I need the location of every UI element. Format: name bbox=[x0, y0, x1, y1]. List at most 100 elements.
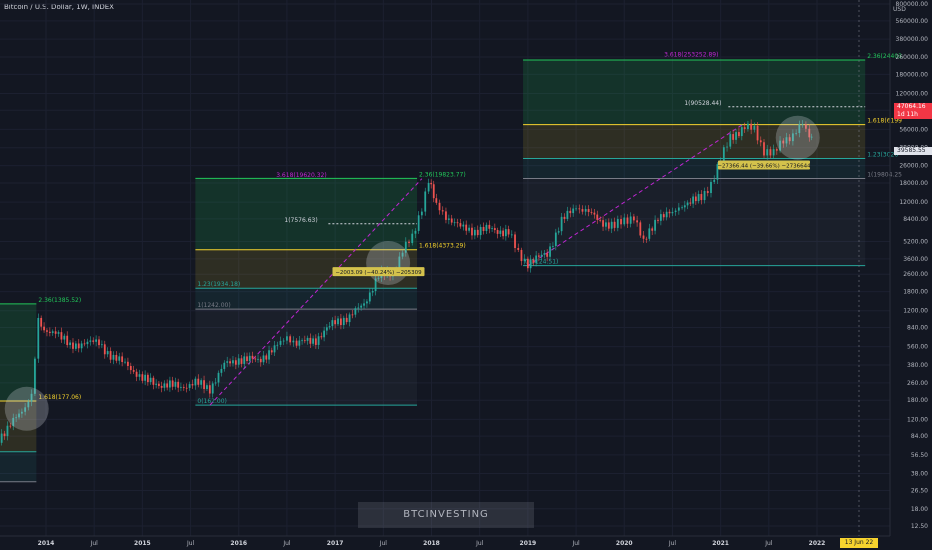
candle-body bbox=[404, 241, 407, 253]
time-axis-tick: Jul bbox=[90, 540, 99, 547]
candle-body bbox=[92, 340, 95, 342]
candle-body bbox=[273, 345, 276, 353]
candle-body bbox=[289, 336, 292, 343]
trend-line bbox=[527, 122, 745, 266]
price-axis-tick: 26000.00 bbox=[899, 163, 928, 170]
price-axis-tick: 800000.00 bbox=[896, 1, 929, 8]
candle-body bbox=[729, 134, 732, 147]
candle-body bbox=[337, 318, 339, 325]
candle-body bbox=[610, 221, 613, 229]
candle-body bbox=[468, 227, 470, 231]
candle-body bbox=[414, 230, 417, 234]
candle-body bbox=[354, 308, 357, 315]
measure-label-box bbox=[332, 267, 425, 277]
candle-body bbox=[674, 210, 677, 212]
candle-body bbox=[83, 343, 86, 345]
candle-body bbox=[325, 327, 328, 331]
candle-body bbox=[642, 235, 645, 239]
measure-label: −27366.44 (−39.66%) −2736644 bbox=[717, 163, 811, 169]
candle-body bbox=[759, 140, 762, 143]
candle-body bbox=[514, 234, 516, 249]
candle-body bbox=[769, 149, 772, 156]
time-axis-tick: 2018 bbox=[423, 540, 440, 547]
candle-body bbox=[257, 358, 259, 360]
candle-body bbox=[279, 340, 282, 345]
candle-body bbox=[772, 149, 775, 156]
candle-body bbox=[560, 216, 563, 232]
candle-body bbox=[798, 124, 801, 133]
candle-body bbox=[808, 128, 811, 138]
candle-body bbox=[526, 258, 529, 269]
measure-label: −2003.09 (−40.24%) −205309 bbox=[335, 270, 422, 276]
candle-body bbox=[763, 142, 765, 156]
candle-body bbox=[504, 229, 507, 237]
reference-price-tag: 39585.55 bbox=[894, 147, 932, 155]
candle-body bbox=[716, 164, 719, 180]
price-axis-tick: 56000.00 bbox=[899, 126, 928, 133]
candle-body bbox=[124, 361, 126, 363]
time-axis-tick: 2021 bbox=[712, 540, 729, 547]
fib-zone-band bbox=[0, 400, 37, 452]
candle-body bbox=[549, 246, 551, 257]
candle-body bbox=[74, 343, 77, 349]
candle-body bbox=[581, 209, 584, 212]
candle-body bbox=[732, 134, 735, 140]
candle-body bbox=[240, 358, 243, 364]
candle-body bbox=[626, 217, 629, 224]
candle-body bbox=[654, 219, 656, 231]
candle-body bbox=[629, 216, 632, 224]
candle-body bbox=[401, 252, 404, 257]
candle-body bbox=[476, 229, 479, 236]
price-axis-tick: 18.00 bbox=[911, 506, 928, 513]
candle-body bbox=[6, 425, 9, 437]
candle-body bbox=[259, 358, 262, 363]
time-axis-tick: 2022 bbox=[809, 540, 826, 547]
candle-body bbox=[517, 248, 520, 250]
candle-body bbox=[438, 202, 441, 211]
candle-body bbox=[563, 216, 566, 219]
crosshair-date-tag: 13 Jun 22 bbox=[840, 538, 878, 548]
candle-body bbox=[211, 383, 214, 394]
candle-body bbox=[234, 360, 237, 365]
candle-body bbox=[174, 381, 177, 387]
price-axis-tick: 120000.00 bbox=[896, 90, 929, 97]
fib-level-label: 1(19804.25 bbox=[867, 171, 902, 178]
candle-body bbox=[262, 355, 265, 363]
price-axis-tick: 560000.00 bbox=[896, 18, 929, 25]
candle-body bbox=[155, 383, 158, 385]
candle-body bbox=[554, 232, 557, 247]
candle-body bbox=[648, 228, 651, 239]
candle-body bbox=[357, 307, 360, 309]
candle-body bbox=[456, 222, 459, 224]
candle-body bbox=[77, 343, 80, 349]
candle-body bbox=[188, 384, 191, 388]
candle-body bbox=[342, 317, 345, 326]
candle-body bbox=[537, 255, 540, 257]
candle-body bbox=[445, 211, 447, 220]
candle-body bbox=[659, 214, 662, 221]
candle-body bbox=[48, 331, 51, 333]
time-axis-tick: Jul bbox=[668, 540, 677, 547]
candle-body bbox=[636, 220, 638, 223]
candle-body bbox=[295, 340, 298, 346]
price-axis-tick: 12.50 bbox=[911, 523, 928, 530]
candle-body bbox=[677, 207, 680, 211]
candle-body bbox=[3, 433, 6, 437]
candle-body bbox=[613, 221, 616, 228]
time-axis-tick: 2020 bbox=[616, 540, 633, 547]
price-axis-tick: 260.00 bbox=[907, 380, 928, 387]
candle-body bbox=[623, 217, 626, 225]
candle-body bbox=[430, 182, 433, 185]
fib-level-label: 1(90528.44) bbox=[684, 100, 721, 107]
candle-body bbox=[427, 182, 430, 192]
candle-body bbox=[331, 320, 334, 327]
candle-body bbox=[692, 196, 694, 204]
time-axis-tick: 2017 bbox=[327, 540, 344, 547]
fib-level-label: 1.618(177.06) bbox=[38, 394, 81, 401]
candle-body bbox=[115, 354, 118, 361]
candle-body bbox=[453, 222, 456, 224]
candle-body bbox=[232, 360, 234, 364]
candle-body bbox=[632, 216, 635, 221]
fib-zone-band bbox=[523, 60, 866, 125]
